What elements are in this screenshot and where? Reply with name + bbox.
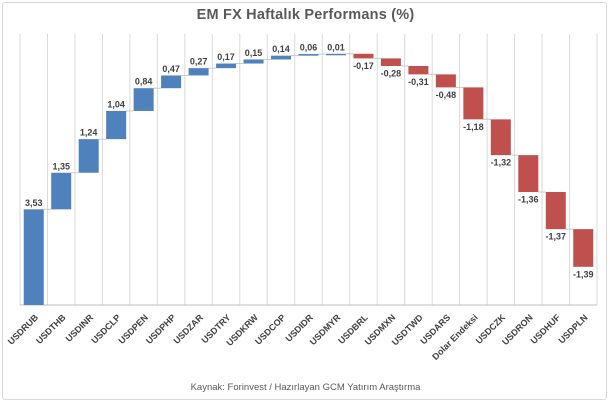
bar-USDIDR <box>298 54 319 56</box>
category-label: USDMYR <box>308 312 343 347</box>
bar-USDTWD <box>408 65 429 75</box>
value-label: 0,17 <box>217 52 235 62</box>
category-label: USDZAR <box>171 312 205 346</box>
bar-USDKRW <box>243 59 264 64</box>
chart-title: EM FX Haftalık Performans (%) <box>196 7 415 23</box>
bar-USDPEN <box>133 88 154 111</box>
category-label: USDPLN <box>556 312 589 345</box>
value-label: -0,28 <box>381 68 402 78</box>
bar-USDARS <box>435 74 456 88</box>
value-label: -1,32 <box>491 158 512 168</box>
value-label: -0,31 <box>408 77 429 87</box>
value-label: -1,39 <box>573 269 594 279</box>
bar-USDPHP <box>161 75 182 89</box>
value-label: 3,53 <box>25 198 43 208</box>
value-label: 1,35 <box>52 161 70 171</box>
value-label: 0,47 <box>162 64 180 74</box>
bar-USDPLN <box>573 229 594 267</box>
value-label: -1,37 <box>546 232 567 242</box>
source-caption: Kaynak: Forinvest / Hazırlayan GCM Yatır… <box>190 382 421 393</box>
bar-USDTHB <box>51 172 72 210</box>
value-label: 1,04 <box>107 99 125 109</box>
value-label: 0,14 <box>272 44 290 54</box>
value-label: -1,18 <box>463 122 484 132</box>
bar-USDRON <box>518 155 539 192</box>
bar-USDINR <box>78 139 99 173</box>
category-label: USDTHB <box>34 312 68 346</box>
value-label: 0,27 <box>190 57 208 67</box>
bar-USDHUF <box>545 191 566 230</box>
bar-USDMYR <box>325 53 346 56</box>
value-label: 0,06 <box>300 43 318 53</box>
bar-USDRUB <box>23 209 44 305</box>
value-label: 0,84 <box>135 77 153 87</box>
value-label: -0,48 <box>436 90 457 100</box>
bar-USDZAR <box>188 68 209 76</box>
bar-Dolar Endeksi <box>463 87 484 120</box>
bar-USDBRL <box>353 53 374 59</box>
value-label: 1,24 <box>80 128 98 138</box>
bar-USDCZK <box>490 119 511 156</box>
value-label: -1,36 <box>518 194 539 204</box>
bar-USDTRY <box>216 63 237 69</box>
bar-USDCOP <box>271 55 292 60</box>
category-label: USDCOP <box>253 312 287 346</box>
bar-USDCLP <box>106 110 127 140</box>
value-label: 0,15 <box>245 48 263 58</box>
bar-USDMXN <box>380 58 401 66</box>
value-label: -0,17 <box>353 61 374 71</box>
value-label: 0,01 <box>327 42 345 52</box>
